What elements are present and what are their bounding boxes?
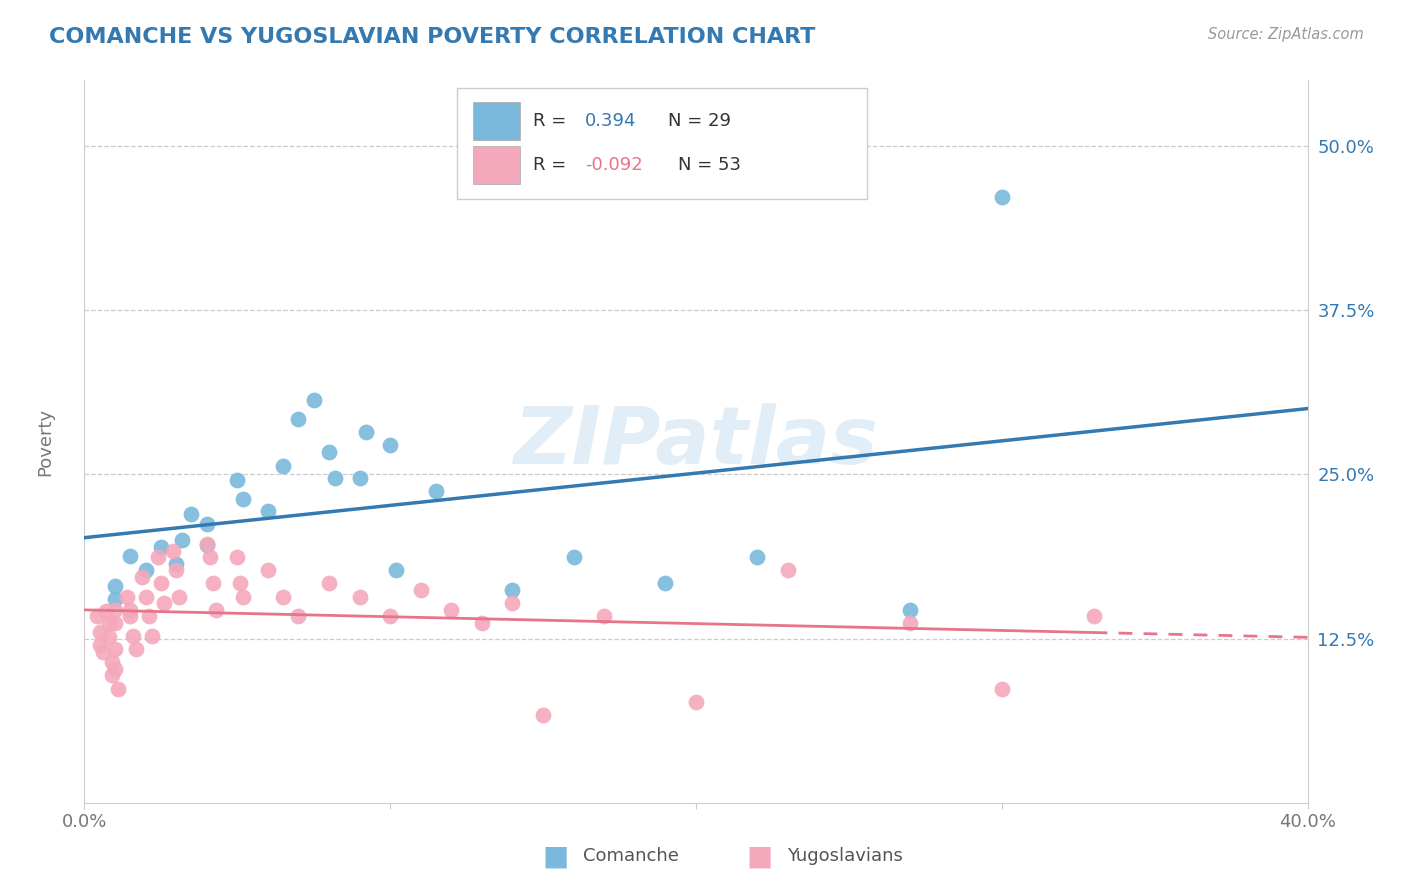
Text: ■: ■: [543, 842, 568, 871]
Point: [125, 642, 148, 657]
Point: [991, 681, 1014, 696]
Point: [385, 563, 408, 577]
Point: [97, 617, 120, 632]
Point: [146, 550, 169, 565]
Point: [318, 445, 340, 459]
Point: [172, 533, 194, 547]
Point: [425, 484, 447, 499]
Point: [195, 538, 218, 552]
Point: [162, 543, 184, 558]
Point: [380, 609, 402, 624]
Point: [94, 604, 117, 618]
Point: [104, 579, 127, 593]
Point: [440, 603, 463, 617]
Point: [104, 642, 127, 657]
Point: [898, 615, 921, 630]
Point: [97, 630, 120, 644]
Point: [1083, 609, 1105, 624]
Point: [502, 596, 524, 610]
Point: [287, 609, 309, 624]
Point: [302, 392, 325, 407]
Point: [101, 668, 124, 682]
Point: [120, 603, 142, 617]
Point: [226, 550, 249, 565]
Text: COMANCHE VS YUGOSLAVIAN POVERTY CORRELATION CHART: COMANCHE VS YUGOSLAVIAN POVERTY CORRELAT…: [49, 27, 815, 46]
Y-axis label: Poverty: Poverty: [35, 408, 53, 475]
Text: 0.394: 0.394: [585, 112, 636, 129]
Point: [195, 537, 218, 551]
Text: N = 29: N = 29: [668, 112, 731, 129]
Text: Source: ZipAtlas.com: Source: ZipAtlas.com: [1208, 27, 1364, 42]
Point: [471, 615, 494, 630]
Text: R =: R =: [533, 112, 572, 129]
Point: [131, 570, 153, 584]
Text: -0.092: -0.092: [585, 156, 643, 174]
Point: [153, 596, 176, 610]
Point: [271, 459, 294, 474]
Point: [120, 549, 142, 563]
Point: [165, 563, 187, 577]
Point: [104, 603, 127, 617]
Point: [89, 625, 111, 640]
Point: [149, 540, 172, 554]
Point: [502, 582, 524, 597]
Point: [201, 576, 224, 591]
Point: [135, 563, 157, 577]
Point: [349, 590, 371, 604]
Point: [991, 190, 1014, 204]
Point: [198, 550, 221, 565]
Point: [89, 638, 111, 652]
Point: [141, 629, 163, 643]
Text: N = 53: N = 53: [678, 156, 741, 174]
Point: [747, 550, 769, 565]
Text: ZIPatlas: ZIPatlas: [513, 402, 879, 481]
Point: [409, 582, 432, 597]
Point: [354, 425, 377, 440]
Point: [776, 563, 799, 577]
Point: [104, 592, 127, 607]
Text: R =: R =: [533, 156, 572, 174]
Point: [167, 590, 190, 604]
FancyBboxPatch shape: [457, 87, 868, 200]
Point: [232, 590, 254, 604]
Text: Comanche: Comanche: [583, 847, 679, 865]
Point: [531, 707, 554, 722]
Point: [101, 655, 124, 669]
Point: [138, 609, 160, 624]
Point: [149, 576, 172, 591]
Point: [318, 576, 340, 591]
Point: [323, 471, 346, 485]
Point: [115, 590, 138, 604]
Point: [104, 662, 127, 676]
Point: [104, 615, 127, 630]
Point: [107, 681, 129, 696]
Point: [226, 473, 249, 487]
Point: [135, 590, 157, 604]
Point: [593, 609, 616, 624]
Point: [205, 603, 228, 617]
Point: [257, 504, 280, 518]
Bar: [474, 102, 520, 139]
Point: [195, 517, 218, 532]
Point: [232, 492, 254, 507]
Point: [349, 471, 371, 485]
Bar: [474, 146, 520, 184]
Text: Yugoslavians: Yugoslavians: [787, 847, 903, 865]
Point: [229, 576, 252, 591]
Point: [257, 563, 280, 577]
Point: [86, 609, 108, 624]
Point: [287, 412, 309, 426]
Point: [654, 576, 676, 591]
Point: [271, 590, 294, 604]
Point: [91, 645, 114, 659]
Point: [165, 557, 187, 571]
Point: [120, 609, 142, 624]
Point: [122, 629, 145, 643]
Point: [685, 695, 707, 709]
Point: [180, 507, 202, 521]
Text: ■: ■: [747, 842, 772, 871]
Point: [380, 438, 402, 452]
Point: [562, 550, 585, 565]
Point: [898, 603, 921, 617]
